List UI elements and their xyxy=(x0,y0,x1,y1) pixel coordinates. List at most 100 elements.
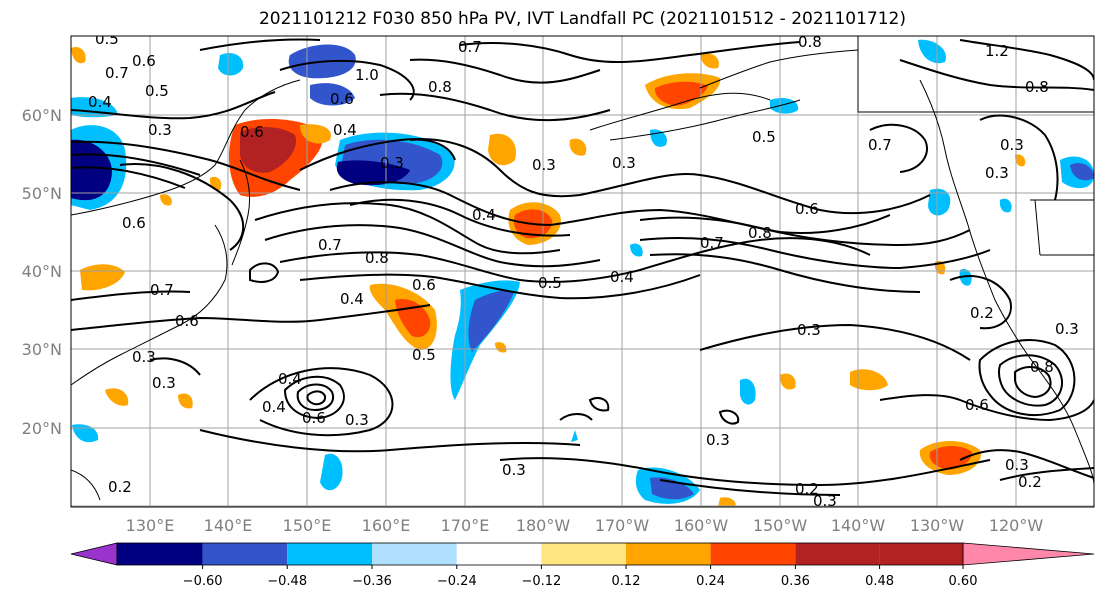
contour-label: 0.6 xyxy=(132,52,156,70)
contour-label: 0.6 xyxy=(412,276,436,294)
contour-label: 0.5 xyxy=(538,274,562,292)
contour-label: 0.8 xyxy=(1030,358,1054,376)
lon-label: 150°W xyxy=(753,516,808,535)
colorbar-segment xyxy=(287,543,372,565)
gridlines xyxy=(71,36,1094,507)
map-title: 2021101212 F030 850 hPa PV, IVT Landfall… xyxy=(258,9,906,29)
contour-label: 0.3 xyxy=(706,431,730,449)
contour-label: 0.3 xyxy=(612,154,636,172)
lon-label: 140°W xyxy=(831,516,886,535)
contour-label: 0.3 xyxy=(1005,456,1029,474)
lon-label: 170°E xyxy=(441,516,490,535)
contour-label: 0.7 xyxy=(105,64,129,82)
colorbar-tick-label: −0.36 xyxy=(352,574,392,589)
contour-label: 0.7 xyxy=(868,136,892,154)
contour-label: 0.4 xyxy=(610,268,634,286)
contour-label: 0.5 xyxy=(752,128,776,146)
colorbar-tick-label: −0.12 xyxy=(521,574,561,589)
contour-label: 0.5 xyxy=(95,30,119,48)
colorbar-segment xyxy=(626,543,711,565)
contour-label: 0.3 xyxy=(152,374,176,392)
contour-label: 0.7 xyxy=(318,236,342,254)
contour-label: 0.2 xyxy=(795,480,819,498)
contour-label: 0.3 xyxy=(380,154,404,172)
colorbar-tick-label: 0.60 xyxy=(949,574,978,589)
contour-label: 0.6 xyxy=(240,123,264,141)
colorbar-ticks xyxy=(202,565,964,569)
contour-label: 0.8 xyxy=(748,224,772,242)
contour-label: 1.2 xyxy=(985,42,1009,60)
lon-label: 140°E xyxy=(204,516,253,535)
contour-label: 0.4 xyxy=(278,370,302,388)
lon-label: 130°W xyxy=(910,516,965,535)
contour-label: 0.3 xyxy=(148,121,172,139)
contour-label: 0.4 xyxy=(262,398,286,416)
contour-label: 0.4 xyxy=(340,290,364,308)
lat-label: 50°N xyxy=(22,184,62,203)
lat-label: 60°N xyxy=(22,106,62,125)
contour-label: 0.5 xyxy=(145,82,169,100)
lon-label: 180°W xyxy=(516,516,571,535)
contour-label: 0.8 xyxy=(428,78,452,96)
contour-label: 0.8 xyxy=(798,33,822,51)
contour-label: 0.3 xyxy=(532,156,556,174)
contour-label: 1.0 xyxy=(355,66,379,84)
colorbar-segment xyxy=(541,543,626,565)
contour-label: 0.6 xyxy=(330,90,354,108)
contour-label: 0.5 xyxy=(412,346,436,364)
colorbar-segment xyxy=(879,543,963,565)
contour-label: 0.4 xyxy=(472,206,496,224)
pv-contours xyxy=(71,38,1094,496)
colorbar: −0.60 −0.48 −0.36 −0.24 −0.12 0.12 0.24 … xyxy=(70,542,1095,589)
colorbar-segment xyxy=(202,543,288,565)
lon-label: 160°W xyxy=(674,516,729,535)
lon-label: 150°E xyxy=(283,516,332,535)
colorbar-tick-label: 0.12 xyxy=(612,574,641,589)
lon-label: 130°E xyxy=(126,516,175,535)
colorbar-tick-label: −0.24 xyxy=(437,574,477,589)
lon-label: 170°W xyxy=(595,516,650,535)
contour-label: 0.6 xyxy=(175,312,199,330)
colorbar-segment xyxy=(795,543,880,565)
contour-label: 0.6 xyxy=(795,200,819,218)
colorbar-extend-min xyxy=(70,542,118,566)
colorbar-segment xyxy=(456,543,542,565)
longitude-labels: 130°E 140°E 150°E 160°E 170°E 180°W 170°… xyxy=(126,516,1044,535)
contour-label: 0.2 xyxy=(1018,473,1042,491)
contour-label: 0.4 xyxy=(333,121,357,139)
colorbar-tick-label: −0.60 xyxy=(183,574,223,589)
coastlines xyxy=(71,36,1094,501)
contour-label: 0.6 xyxy=(965,396,989,414)
contour-label: 0.6 xyxy=(302,409,326,427)
colorbar-segment xyxy=(710,543,796,565)
contour-label: 0.3 xyxy=(1000,136,1024,154)
contour-label: 0.3 xyxy=(1055,320,1079,338)
colorbar-segment xyxy=(117,543,203,565)
colorbar-frame xyxy=(116,542,964,566)
lon-label: 160°E xyxy=(362,516,411,535)
contour-label: 0.3 xyxy=(132,348,156,366)
contour-label: 0.3 xyxy=(797,321,821,339)
map-frame xyxy=(70,35,1095,508)
contour-label: 0.7 xyxy=(700,234,724,252)
contour-label: 0.8 xyxy=(365,249,389,267)
contour-label: 0.3 xyxy=(985,164,1009,182)
contour-label: 0.4 xyxy=(88,93,112,111)
contour-label: 0.7 xyxy=(458,38,482,56)
contour-label: 0.3 xyxy=(502,461,526,479)
colorbar-tick-label: 0.48 xyxy=(865,574,894,589)
colorbar-extend-max xyxy=(962,542,1095,566)
contour-label: 0.7 xyxy=(150,281,174,299)
contour-label: 0.2 xyxy=(108,478,132,496)
colorbar-segment xyxy=(372,543,457,565)
contour-label: 0.3 xyxy=(345,411,369,429)
latitude-labels: 60°N 50°N 40°N 30°N 20°N xyxy=(22,106,62,438)
contour-labels: 0.5 0.7 0.6 0.4 0.5 1.0 0.6 0.8 0.7 0.8 … xyxy=(88,30,1079,507)
colorbar-tick-label: 0.36 xyxy=(781,574,810,589)
lon-label: 120°W xyxy=(989,516,1044,535)
contour-label: 0.6 xyxy=(122,214,146,232)
lat-label: 30°N xyxy=(22,340,62,359)
lat-label: 40°N xyxy=(22,262,62,281)
contour-label: 0.8 xyxy=(1025,78,1049,96)
